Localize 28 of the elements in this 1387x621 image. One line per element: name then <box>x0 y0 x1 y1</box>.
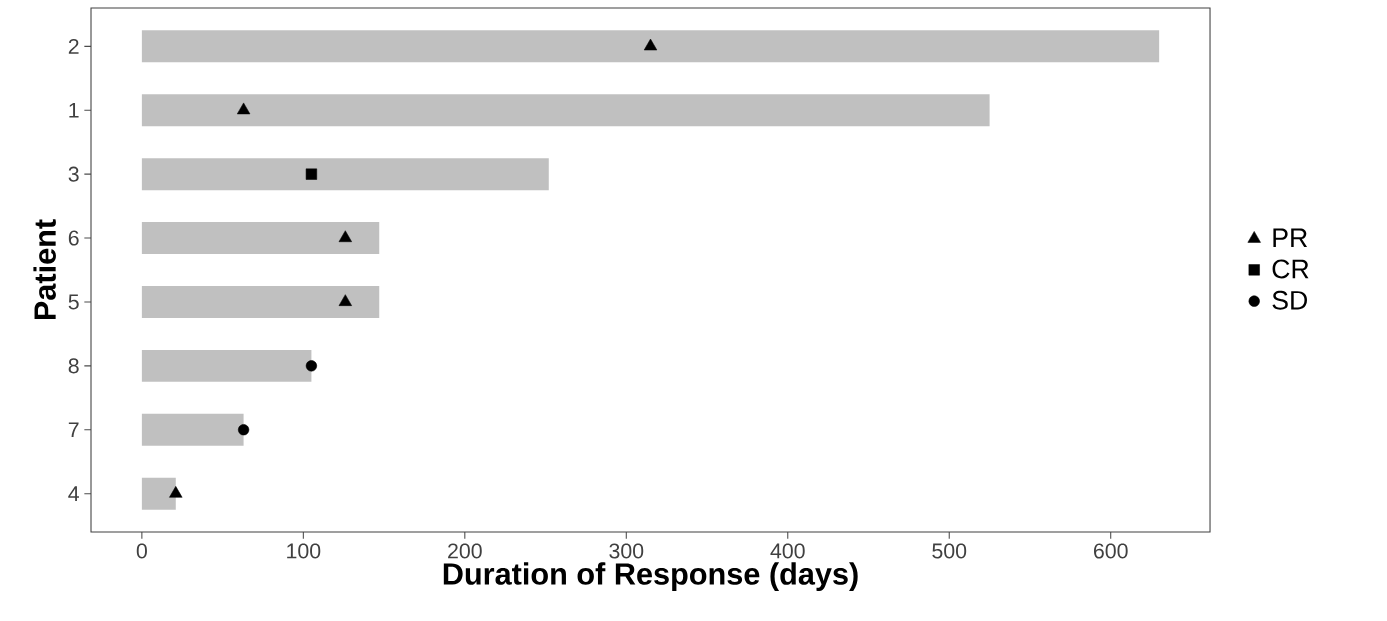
bar <box>141 285 380 318</box>
y-tick-label: 8 <box>68 358 79 374</box>
y-axis-title: Patient <box>33 219 56 320</box>
x-tick-label: 300 <box>609 543 644 559</box>
y-tick-label: 7 <box>68 422 79 438</box>
bar <box>141 477 176 510</box>
bar <box>141 349 312 382</box>
bar <box>141 158 549 191</box>
legend-label: SD <box>1272 290 1307 310</box>
x-tick-label: 600 <box>1094 543 1128 559</box>
y-tick-label: 3 <box>68 166 79 182</box>
y-tick-label: 6 <box>68 230 79 246</box>
bar <box>141 94 990 127</box>
x-tick-label: 100 <box>287 543 321 559</box>
x-tick-label: 0 <box>136 543 147 559</box>
legend-label: PR <box>1273 228 1308 247</box>
y-tick-label: 5 <box>68 294 79 310</box>
y-tick-label: 4 <box>68 486 79 501</box>
x-axis-title: Duration of Response (days) <box>443 562 858 591</box>
bar <box>141 30 1160 63</box>
bar <box>141 222 380 255</box>
x-tick-label: 400 <box>770 543 805 559</box>
y-tick-label: 2 <box>68 38 79 54</box>
x-tick-label: 200 <box>448 543 482 559</box>
legend-label: CR <box>1272 259 1309 279</box>
bar <box>141 413 244 446</box>
y-tick-label: 1 <box>69 102 79 118</box>
x-tick-label: 500 <box>932 543 967 559</box>
